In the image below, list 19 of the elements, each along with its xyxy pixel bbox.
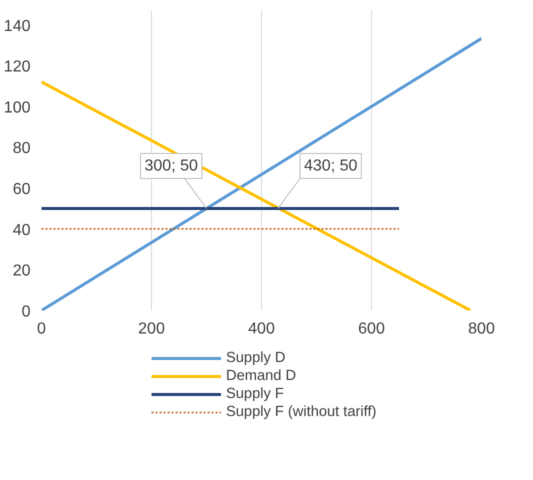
x-tick-label: 800	[468, 320, 495, 338]
y-tick-label: 140	[4, 18, 31, 35]
legend-label: Supply D	[226, 349, 286, 367]
y-tick-label: 20	[12, 262, 31, 280]
y-tick-label: 100	[4, 99, 31, 116]
y-tick-label: 80	[12, 140, 31, 158]
annotation: 300; 50	[144, 157, 198, 174]
x-tick-label: 200	[138, 320, 165, 338]
legend-label: Demand D	[226, 367, 296, 385]
y-tick-label: 0	[22, 304, 31, 320]
annotation: 430; 50	[304, 157, 358, 174]
x-tick-label: 0	[37, 320, 46, 338]
y-tick-label: 40	[12, 222, 31, 239]
y-tick-label: 120	[4, 58, 31, 76]
x-tick-label: 600	[358, 320, 385, 338]
legend-label: Supply F (without tariff)	[226, 403, 376, 421]
y-tick-label: 60	[12, 181, 31, 198]
x-tick-label: 400	[248, 320, 275, 338]
legend-label: Supply F	[226, 385, 284, 403]
